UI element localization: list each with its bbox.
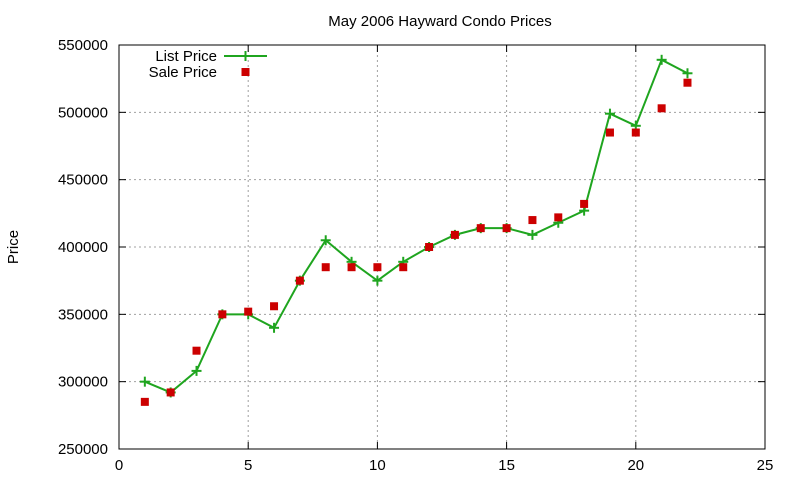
x-tick-label: 15	[498, 457, 515, 474]
x-tick-label: 20	[627, 457, 644, 474]
sale-price-point	[554, 213, 563, 222]
sale-price-point	[373, 263, 382, 272]
y-tick-label: 350000	[58, 306, 108, 323]
sale-price-point	[321, 263, 330, 272]
list-price-point	[139, 376, 150, 387]
list-price-point	[682, 68, 693, 79]
sale-price-point	[192, 346, 201, 355]
list-price-point	[372, 275, 383, 286]
y-axis-label: Price	[5, 230, 22, 264]
legend-square-swatch	[241, 68, 250, 76]
y-tick-label: 550000	[58, 37, 108, 54]
sale-price-point	[450, 230, 459, 239]
grid	[119, 45, 765, 449]
sale-price-point	[580, 199, 589, 208]
sale-price-point	[425, 243, 434, 251]
sale-price-point	[347, 263, 356, 272]
chart-title: May 2006 Hayward Condo Prices	[328, 13, 551, 30]
y-tick-label: 450000	[58, 172, 108, 189]
list-price-point	[269, 322, 280, 333]
y-tick-label: 500000	[58, 104, 108, 121]
x-tick-label: 10	[369, 457, 386, 474]
x-tick-label: 5	[244, 457, 252, 474]
series-sale-price	[140, 78, 692, 406]
sale-price-point	[399, 263, 408, 272]
x-tick-label: 25	[757, 457, 774, 474]
y-tick-label: 250000	[58, 441, 108, 458]
legend-label: List Price	[155, 48, 217, 65]
series-list-price	[139, 54, 693, 398]
x-tick-label: 0	[115, 457, 123, 474]
sale-price-point	[631, 128, 640, 137]
sale-price-point	[605, 128, 614, 137]
sale-price-point	[270, 302, 279, 311]
legend-plus-swatch	[240, 51, 251, 61]
list-price-point	[656, 54, 667, 65]
list-price-point	[320, 235, 331, 246]
list-price-point	[191, 365, 202, 376]
sale-price-point	[528, 216, 537, 225]
list-price-point	[604, 108, 615, 119]
sale-price-point	[166, 388, 175, 397]
legend-label: Sale Price	[149, 64, 217, 81]
y-tick-label: 400000	[58, 239, 108, 256]
sale-price-point	[683, 78, 692, 87]
y-tick-label: 300000	[58, 374, 108, 391]
sale-price-point	[140, 397, 149, 406]
sale-price-point	[657, 104, 666, 113]
sale-price-point	[502, 224, 511, 233]
list-price-point	[527, 229, 538, 240]
series-layer	[139, 54, 693, 406]
list-price-line	[144, 58, 688, 394]
sale-price-point	[476, 224, 485, 233]
plot-area-border	[118, 44, 766, 450]
sale-price-point	[218, 310, 227, 319]
sale-price-point	[295, 276, 304, 285]
sale-price-point	[244, 307, 253, 316]
